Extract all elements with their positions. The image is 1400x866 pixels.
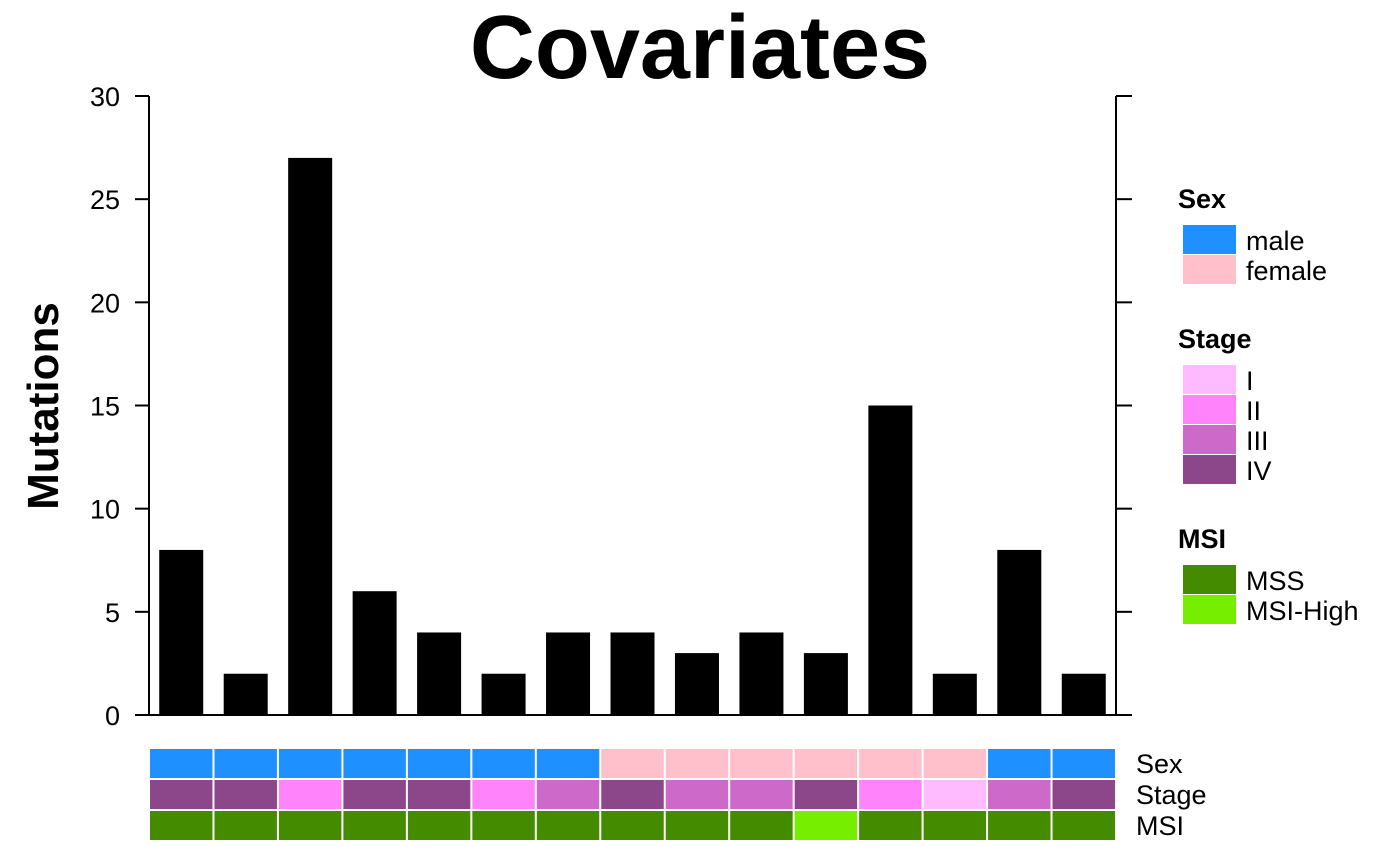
covariate-cell-sex: [407, 749, 471, 778]
covariate-cell-msi: [859, 811, 922, 840]
covariate-cell-msi: [730, 811, 793, 840]
covariate-cell-stage: [859, 780, 922, 809]
covariate-cell-stage: [730, 780, 793, 809]
y-tick-label: 25: [90, 185, 120, 215]
y-tick-label: 0: [105, 701, 120, 731]
legend-title: Sex: [1178, 184, 1226, 214]
bar: [352, 591, 397, 715]
covariate-cell-stage: [407, 780, 471, 809]
legend-title: MSI: [1178, 524, 1226, 554]
legend-swatch: [1183, 395, 1236, 424]
bar: [997, 549, 1042, 715]
covariate-cell-msi: [1052, 811, 1115, 840]
legend-swatch: [1183, 565, 1236, 594]
bar: [1061, 673, 1106, 715]
legend-label: MSS: [1246, 566, 1305, 596]
covariate-cell-sex: [730, 749, 793, 778]
covariate-cell-msi: [601, 811, 664, 840]
covariate-cell-stage: [665, 780, 729, 809]
legend-label: male: [1246, 226, 1305, 256]
y-tick-label: 5: [105, 598, 120, 628]
legend-label: MSI-High: [1246, 596, 1359, 626]
bar: [739, 632, 784, 715]
legend-swatch: [1183, 455, 1236, 484]
covariate-cell-sex: [988, 749, 1051, 778]
covariate-cell-sex: [1052, 749, 1115, 778]
legend-label: II: [1246, 396, 1261, 426]
covariate-cell-msi: [343, 811, 406, 840]
covariate-row-label: Stage: [1136, 780, 1207, 810]
covariate-row-label: Sex: [1136, 749, 1183, 779]
covariate-cell-sex: [214, 749, 277, 778]
legend-swatch: [1183, 425, 1236, 454]
covariate-cell-stage: [343, 780, 406, 809]
bar: [417, 632, 462, 715]
covariate-cell-sex: [859, 749, 922, 778]
bar: [159, 549, 204, 715]
covariate-cell-msi: [923, 811, 987, 840]
y-axis-label: Mutations: [19, 302, 68, 510]
legend-swatch: [1183, 365, 1236, 394]
covariate-cell-msi: [988, 811, 1051, 840]
y-tick-label: 30: [90, 82, 120, 112]
covariate-cell-msi: [214, 811, 277, 840]
covariate-cell-msi: [665, 811, 729, 840]
covariate-cell-sex: [472, 749, 535, 778]
covariate-row-label: MSI: [1136, 811, 1184, 841]
covariate-cell-sex: [343, 749, 406, 778]
covariate-cell-stage: [472, 780, 535, 809]
covariate-cell-msi: [150, 811, 213, 840]
legend-swatch: [1183, 225, 1236, 254]
legend-label: III: [1246, 426, 1269, 456]
covariate-cell-stage: [278, 780, 342, 809]
bar: [674, 653, 719, 715]
covariate-cell-stage: [1052, 780, 1115, 809]
covariate-cell-msi: [472, 811, 535, 840]
covariate-cell-sex: [536, 749, 600, 778]
covariate-cell-stage: [536, 780, 600, 809]
covariate-cell-sex: [278, 749, 342, 778]
bar: [223, 673, 268, 715]
legend-swatch: [1183, 595, 1236, 624]
bar: [803, 653, 848, 715]
y-tick-label: 15: [90, 392, 120, 422]
bar: [610, 632, 655, 715]
legend-title: Stage: [1178, 324, 1252, 354]
covariate-cell-sex: [665, 749, 729, 778]
bar: [481, 673, 526, 715]
y-tick-label: 20: [90, 288, 120, 318]
legend-swatch: [1183, 255, 1236, 284]
bar: [546, 632, 591, 715]
bar: [868, 405, 913, 715]
covariate-cell-msi: [407, 811, 471, 840]
covariate-cell-stage: [601, 780, 664, 809]
covariate-cell-sex: [923, 749, 987, 778]
covariate-cell-stage: [988, 780, 1051, 809]
bar: [932, 673, 977, 715]
bar-series: [159, 157, 1106, 715]
bar: [288, 157, 333, 715]
covariate-cell-stage: [794, 780, 858, 809]
covariate-cell-msi: [536, 811, 600, 840]
covariate-cell-msi: [794, 811, 858, 840]
legend-label: I: [1246, 366, 1254, 396]
covariate-cell-stage: [923, 780, 987, 809]
covariate-cell-stage: [150, 780, 213, 809]
chart-title: Covariates: [470, 0, 930, 98]
legend-label: IV: [1246, 456, 1272, 486]
legend-label: female: [1246, 256, 1327, 286]
y-tick-label: 10: [90, 495, 120, 525]
covariate-cell-sex: [150, 749, 213, 778]
covariate-cell-stage: [214, 780, 277, 809]
covariate-cell-sex: [794, 749, 858, 778]
covariate-cell-msi: [278, 811, 342, 840]
covariate-cell-sex: [601, 749, 664, 778]
